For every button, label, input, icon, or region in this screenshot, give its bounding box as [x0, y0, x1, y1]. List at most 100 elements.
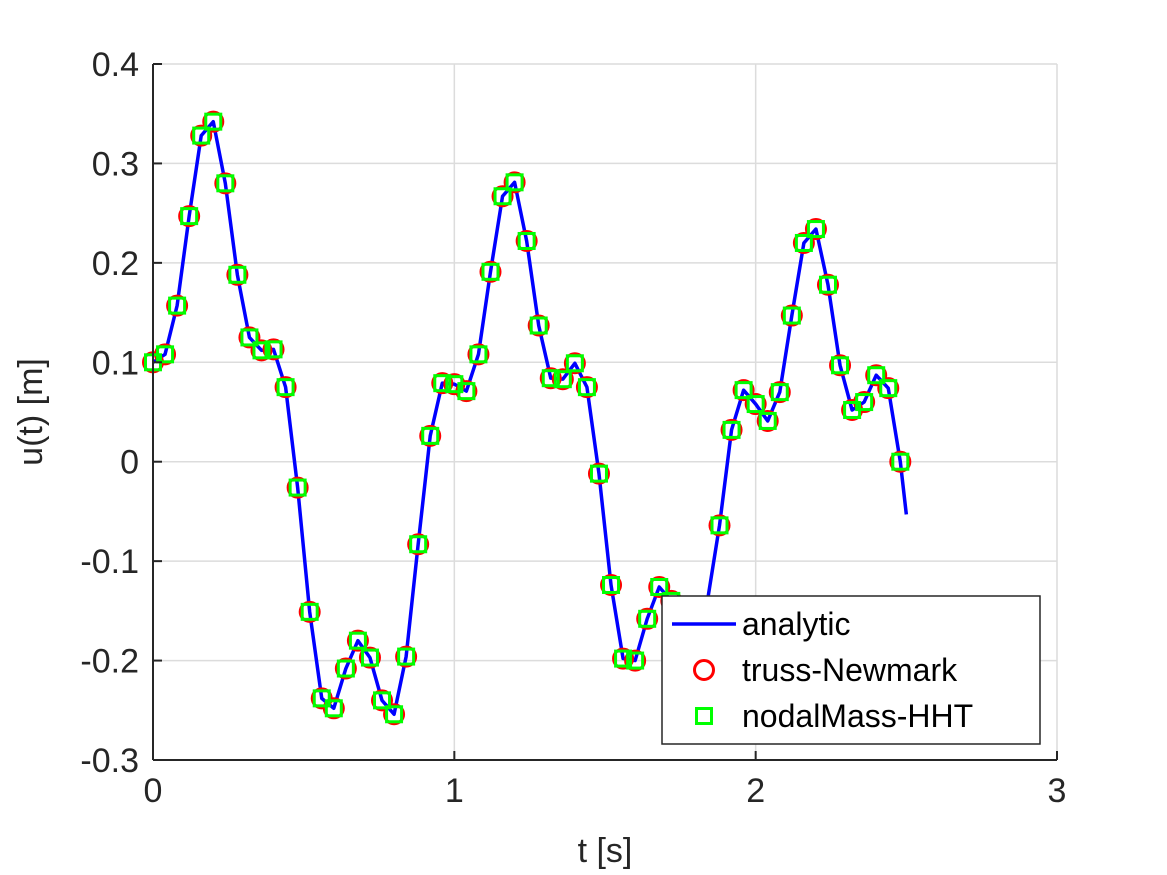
- marker-truss-newmark-6: [214, 172, 237, 195]
- marker-truss-newmark-46: [732, 379, 755, 402]
- marker-nodalmass-hht-28: [481, 262, 500, 281]
- marker-nodalmass-hht-58: [879, 379, 898, 398]
- marker-nodalmass-hht-42: [650, 577, 669, 596]
- marker-truss-newmark-4: [190, 124, 213, 147]
- marker-truss-newmark-53: [816, 273, 839, 296]
- marker-truss-newmark-2: [166, 294, 189, 317]
- x-tick-label-2: 2: [746, 772, 765, 810]
- marker-truss-newmark-10: [262, 338, 285, 361]
- marker-truss-newmark-13: [298, 600, 321, 623]
- marker-nodalmass-hht-21: [397, 647, 416, 666]
- marker-nodalmass-hht-10: [264, 340, 283, 359]
- marker-nodalmass-hht-2: [168, 296, 187, 315]
- marker-truss-newmark-44: [708, 514, 731, 537]
- axes-layer: [152, 64, 1057, 761]
- marker-truss-newmark-37: [587, 462, 610, 485]
- marker-truss-newmark-29: [491, 185, 514, 208]
- marker-truss-newmark-5: [202, 110, 225, 133]
- marker-truss-newmark-45: [720, 418, 743, 441]
- marker-nodalmass-hht-57: [867, 366, 886, 385]
- marker-nodalmass-hht-14: [312, 689, 331, 708]
- marker-truss-newmark-33: [539, 367, 562, 390]
- marker-nodalmass-hht-36: [577, 378, 596, 397]
- marker-nodalmass-hht-27: [469, 345, 488, 364]
- marker-nodalmass-hht-52: [806, 220, 825, 239]
- marker-truss-newmark-24: [431, 372, 454, 395]
- y-tick-label-2: -0.1: [80, 543, 139, 581]
- marker-truss-newmark-22: [407, 533, 430, 556]
- marker-truss-newmark-30: [503, 171, 526, 194]
- marker-truss-newmark-40: [624, 649, 647, 672]
- marker-nodalmass-hht-9: [252, 341, 271, 360]
- marker-nodalmass-hht-38: [602, 576, 621, 595]
- marker-nodalmass-hht-33: [541, 369, 560, 388]
- marker-truss-newmark-15: [322, 697, 345, 720]
- marker-nodalmass-hht-45: [722, 420, 741, 439]
- marker-nodalmass-hht-23: [421, 426, 440, 445]
- series-line-analytic: [152, 119, 909, 717]
- marker-nodalmass-hht-47: [746, 395, 765, 414]
- marker-nodalmass-hht-54: [831, 356, 850, 375]
- legend-swatch-truss-newmark: [693, 659, 715, 681]
- marker-nodalmass-hht-7: [228, 265, 247, 284]
- marker-nodalmass-hht-51: [794, 233, 813, 252]
- marker-truss-newmark-7: [226, 263, 249, 286]
- legend-box: [661, 595, 1041, 745]
- y-tick-label-7: 0.4: [92, 46, 139, 84]
- marker-truss-newmark-59: [889, 450, 912, 473]
- marker-nodalmass-hht-16: [336, 659, 355, 678]
- marker-truss-newmark-31: [515, 229, 538, 252]
- marker-truss-newmark-58: [877, 377, 900, 400]
- ticks-layer: 0 1 2 3 -0.3 -0.2 -0.1 0 0.1 0.2 0.3 0.4: [80, 46, 1066, 810]
- legend-swatch-nodalmass-hht: [695, 707, 713, 725]
- marker-truss-newmark-52: [804, 218, 827, 241]
- marker-nodalmass-hht-17: [348, 631, 367, 650]
- marker-truss-newmark-48: [756, 409, 779, 432]
- marker-truss-newmark-16: [334, 657, 357, 680]
- marker-truss-newmark-38: [600, 574, 623, 597]
- x-axis-label: t [s]: [578, 832, 633, 870]
- y-tick-label-6: 0.3: [92, 145, 139, 183]
- marker-nodalmass-hht-5: [204, 112, 223, 131]
- marker-truss-newmark-27: [467, 343, 490, 366]
- marker-nodalmass-hht-24: [433, 374, 452, 393]
- marker-truss-newmark-23: [419, 424, 442, 447]
- marker-truss-newmark-28: [479, 260, 502, 283]
- marker-nodalmass-hht-32: [529, 316, 548, 335]
- marker-truss-newmark-8: [238, 326, 261, 349]
- marker-truss-newmark-39: [612, 647, 635, 670]
- marker-nodalmass-hht-29: [493, 187, 512, 206]
- marker-truss-newmark-35: [563, 352, 586, 375]
- marker-nodalmass-hht-40: [626, 651, 645, 670]
- marker-truss-newmark-9: [250, 339, 273, 362]
- marker-nodalmass-hht-15: [324, 699, 343, 718]
- legend-label-2: nodalMass-HHT: [742, 698, 973, 734]
- y-tick-label-1: -0.2: [80, 643, 139, 681]
- marker-nodalmass-hht-50: [782, 306, 801, 325]
- marker-truss-newmark-51: [792, 231, 815, 254]
- marker-truss-newmark-12: [286, 476, 309, 499]
- marker-nodalmass-hht-12: [288, 478, 307, 497]
- marker-nodalmass-hht-39: [614, 649, 633, 668]
- legend: analytic truss-Newmark nodalMass-HHT: [661, 595, 1041, 745]
- x-tick-label-1: 1: [445, 772, 464, 810]
- y-tick-label-5: 0.2: [92, 245, 139, 283]
- marker-nodalmass-hht-19: [373, 691, 392, 710]
- series-layer: [142, 110, 912, 726]
- marker-nodalmass-hht-49: [770, 383, 789, 402]
- marker-nodalmass-hht-30: [505, 173, 524, 192]
- marker-nodalmass-hht-6: [216, 174, 235, 193]
- marker-truss-newmark-19: [371, 689, 394, 712]
- marker-nodalmass-hht-1: [156, 345, 175, 364]
- marker-truss-newmark-36: [575, 376, 598, 399]
- x-tick-label-0: 0: [144, 772, 163, 810]
- marker-truss-newmark-18: [358, 646, 381, 669]
- y-tick-label-0: -0.3: [80, 742, 139, 780]
- marker-nodalmass-hht-46: [734, 381, 753, 400]
- marker-nodalmass-hht-13: [300, 602, 319, 621]
- legend-label-1: truss-Newmark: [742, 652, 958, 688]
- marker-nodalmass-hht-56: [855, 393, 874, 412]
- marker-nodalmass-hht-59: [891, 452, 910, 471]
- marker-nodalmass-hht-4: [192, 126, 211, 145]
